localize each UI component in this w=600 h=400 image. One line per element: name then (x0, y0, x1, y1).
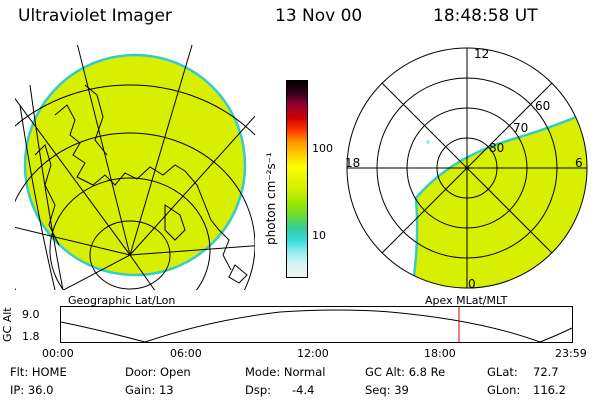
colorbar (286, 80, 308, 278)
orbit-xtick-1: 06:00 (170, 347, 202, 360)
orbit-xtick-3: 18:00 (424, 347, 456, 360)
dsp-label: Dsp: (245, 383, 272, 397)
geo-lat-grid (15, 84, 255, 290)
lat-80-label: 80 (489, 141, 504, 155)
glat-value: 72.7 (533, 365, 559, 379)
mlt-6-label: 6 (575, 156, 583, 170)
flight-status: Flt: HOME (10, 365, 67, 379)
dsp-value: -4.4 (292, 383, 315, 397)
polar-speck (426, 140, 430, 144)
glon-label: GLon: (487, 383, 521, 397)
polar-aurora-oval (408, 108, 587, 288)
orbit-xtick-0: 00:00 (42, 347, 74, 360)
orbit-plot (60, 306, 573, 343)
mlt-0-label: 0 (468, 277, 476, 291)
gc-alt-value: GC Alt: 6.8 Re (365, 365, 446, 379)
mlt-18-label: 18 (345, 156, 360, 170)
seq-value: Seq: 39 (365, 383, 409, 397)
colorbar-gradient (287, 81, 307, 277)
lat-60-label: 60 (535, 99, 550, 113)
ip-value: IP: 36.0 (10, 383, 54, 397)
glat-label: GLat: (487, 365, 518, 379)
door-status: Door: Open (125, 365, 191, 379)
orbit-axis-title: GC Alt (1, 307, 14, 342)
date-label: 13 Nov 00 (275, 6, 363, 26)
apex-label: Apex MLat/MLT (425, 294, 508, 307)
orbit-xtick-2: 12:00 (297, 347, 329, 360)
geographic-map (15, 45, 255, 290)
orbit-ytick-low: 1.8 (22, 330, 40, 343)
colorbar-unit-label: photon cm⁻²s⁻¹ (264, 152, 278, 245)
orbit-xtick-4: 23:59 (555, 347, 587, 360)
orbit-ytick-high: 9.0 (22, 308, 40, 321)
polar-grid (346, 47, 588, 289)
mlt-12-label: 12 (474, 47, 489, 61)
geo-aurora-disk (23, 53, 247, 277)
colorbar-tick-100: 100 (312, 142, 333, 155)
instrument-title: Ultraviolet Imager (18, 6, 172, 26)
orbit-altitude-curve (60, 309, 573, 343)
glon-value: 116.2 (533, 383, 566, 397)
colorbar-tick-10: 10 (312, 229, 326, 242)
mode-status: Mode: Normal (245, 365, 326, 379)
lat-70-label: 70 (513, 121, 528, 135)
time-label: 18:48:58 UT (433, 6, 538, 26)
polar-map: 12 18 6 0 60 70 80 (345, 47, 588, 291)
geographic-label: Geographic Lat/Lon (68, 294, 176, 307)
geo-lon-grid (15, 45, 255, 290)
gain-value: Gain: 13 (125, 383, 174, 397)
